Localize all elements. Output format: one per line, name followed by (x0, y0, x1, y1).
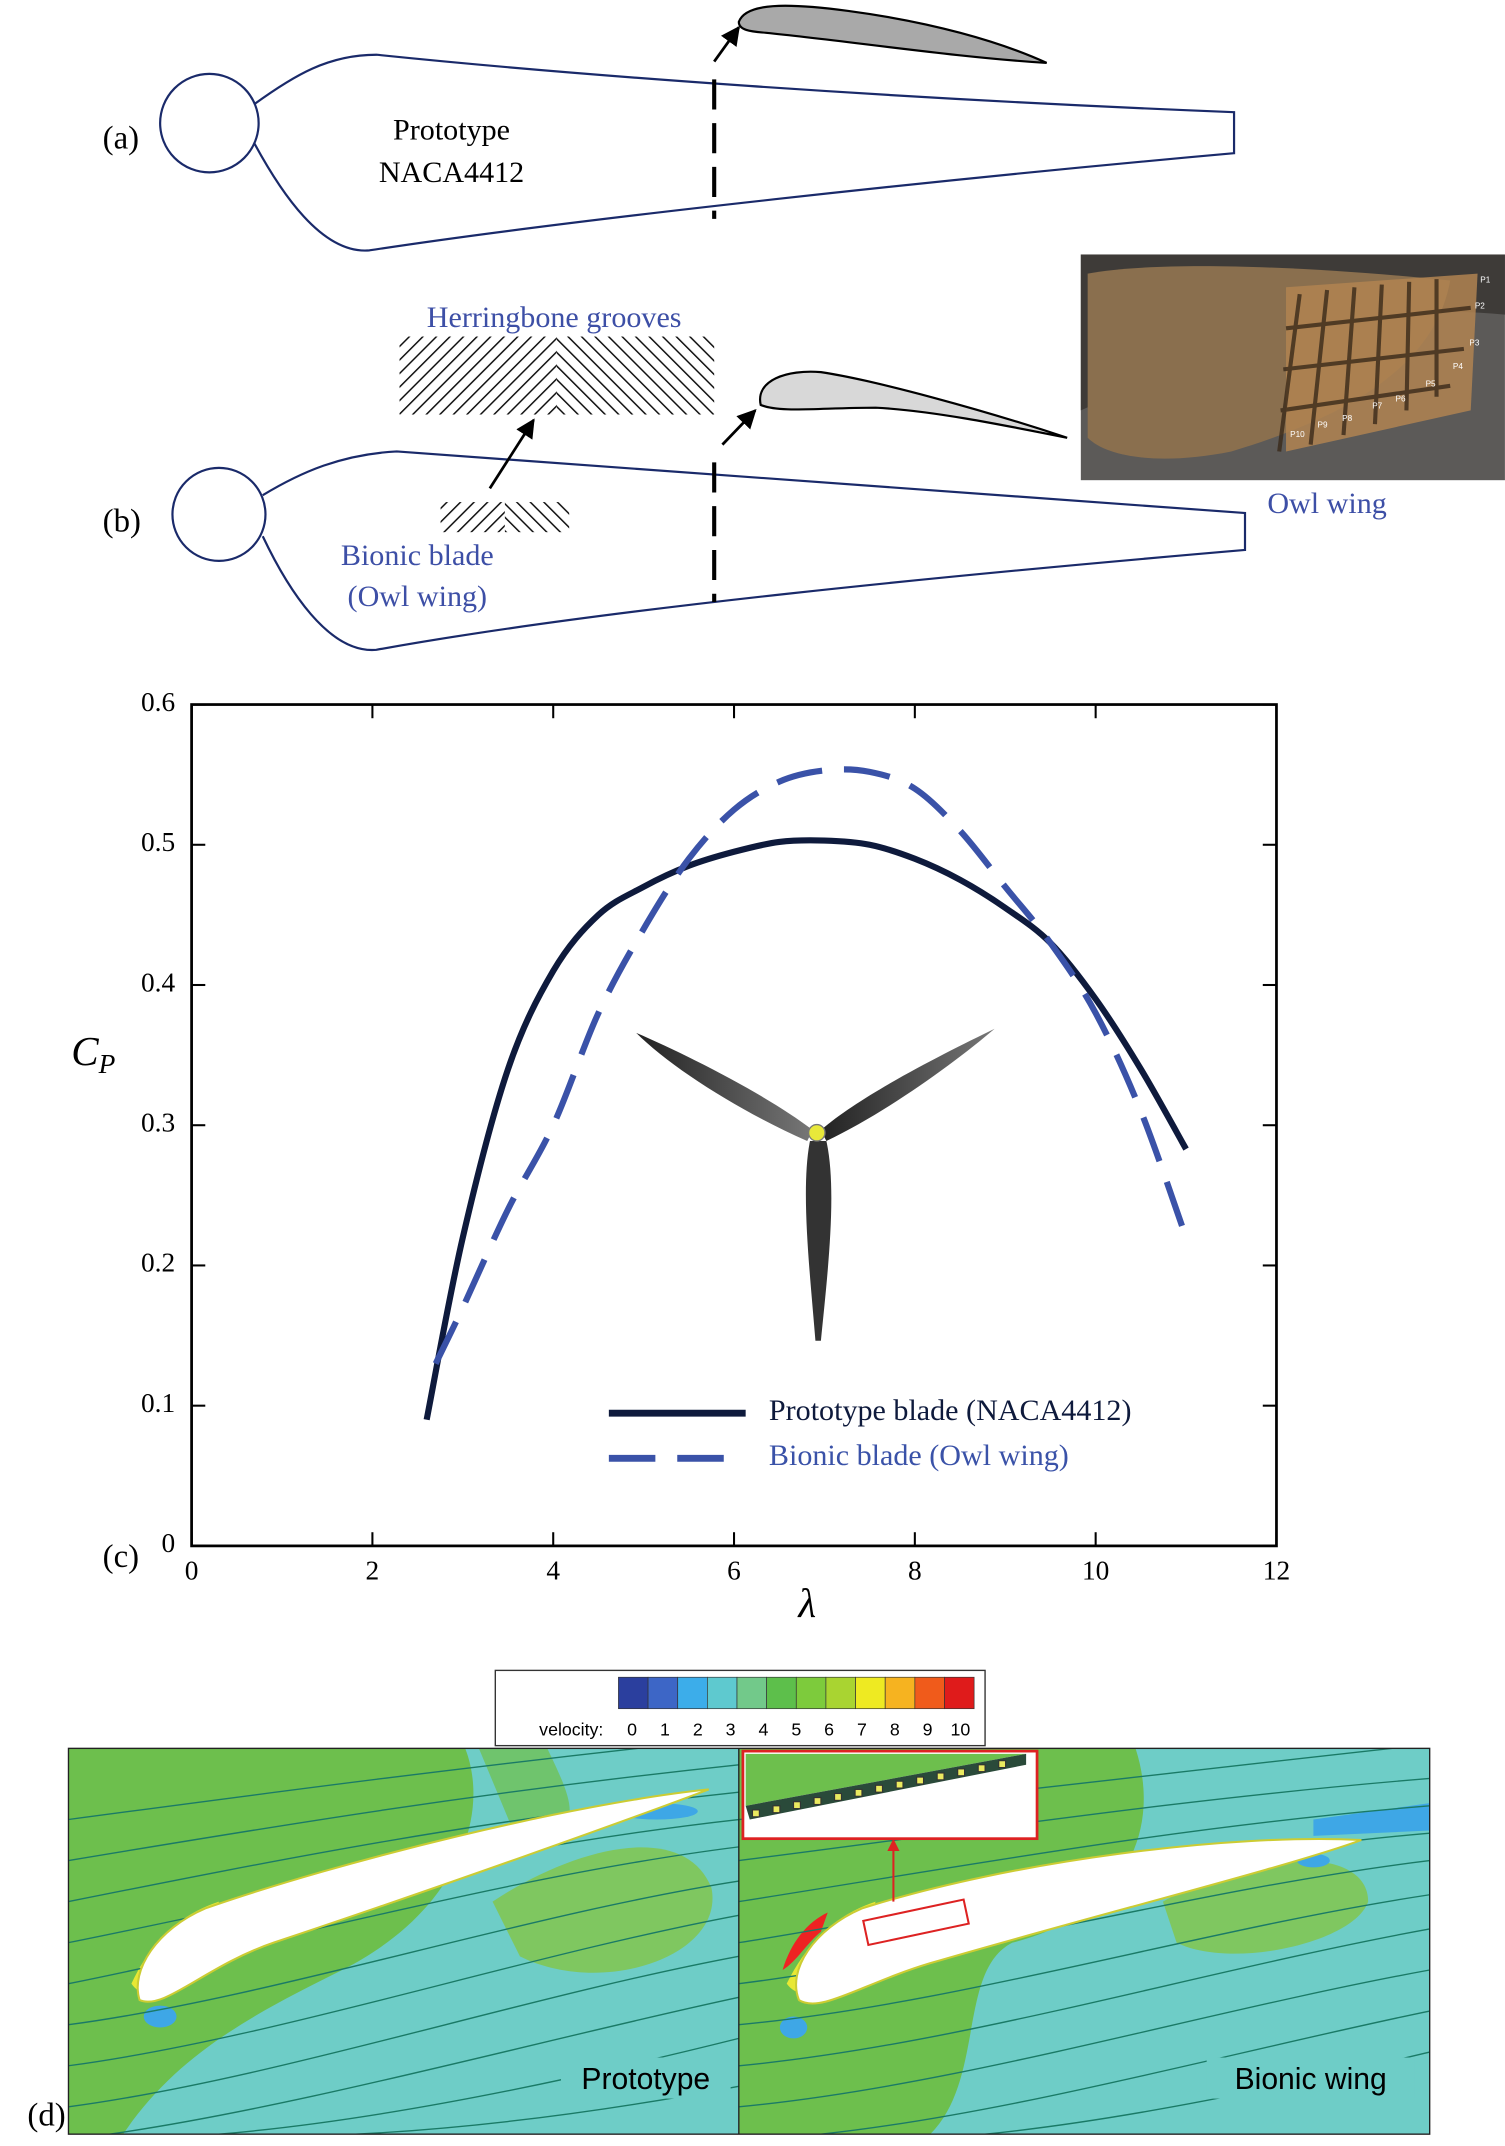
airfoil (759, 370, 1068, 439)
colorbar: 0 1 2 3 4 5 6 7 8 9 10 (618, 1676, 975, 1739)
colorbar-tick-label: 5 (791, 1719, 801, 1739)
colorbar-tick-label: 9 (923, 1719, 933, 1739)
colorbar-tick-label: 2 (693, 1719, 703, 1739)
y-tick-label: 0.6 (141, 687, 175, 717)
colorbar-cell (884, 1676, 916, 1710)
arrow (488, 418, 535, 490)
feather-label: P3 (1469, 339, 1479, 348)
y-tick-label: 0.1 (141, 1388, 175, 1418)
panel-c: (c) λ CP 0 2 4 6 8 10 12 0 0.1 0.2 0.3 0.4 0.5 0.6 Pro… (71, 687, 1290, 1626)
groove-detail (399, 336, 557, 415)
grooves-label: Herringbone grooves (427, 300, 682, 334)
blade-text: Prototype (393, 113, 510, 147)
x-axis-label: λ (797, 1580, 816, 1626)
flow-left: Prototype (68, 1748, 739, 2135)
owl-photo: P1 P2 P3 P4 P5 P6 P7 P8 P9 P10 (1080, 254, 1505, 481)
colorbar-cell (944, 1676, 975, 1710)
arrow (713, 25, 740, 63)
colorbar-cell (766, 1676, 797, 1710)
flow-label: Bionic wing (1235, 2063, 1387, 2096)
colorbar-cell (707, 1676, 738, 1710)
colorbar-cell (825, 1676, 856, 1710)
flow-right: Bionic wing (738, 1748, 1430, 2135)
y-axis-label-main: C (71, 1029, 99, 1075)
feather-label: P10 (1290, 430, 1305, 439)
colorbar-tick-label: 3 (726, 1719, 736, 1739)
panel-label: (c) (103, 1539, 139, 1575)
blade-text: NACA4412 (379, 155, 524, 189)
feather-label: P9 (1318, 421, 1328, 430)
colorbar-title: velocity: (539, 1719, 603, 1739)
legend-label: Prototype blade (NACA4412) (769, 1393, 1132, 1427)
colorbar-tick-label: 6 (824, 1719, 834, 1739)
panel-label: (b) (103, 503, 141, 539)
colorbar-cell (677, 1676, 708, 1710)
x-tick-label: 2 (366, 1556, 380, 1586)
groove-patch (504, 502, 570, 533)
colorbar-cell (647, 1676, 679, 1710)
groove-detail (556, 336, 715, 415)
panel-label: (a) (103, 120, 139, 156)
photo-label: Owl wing (1267, 486, 1386, 520)
series-line (432, 766, 1189, 1365)
colorbar-cell (914, 1676, 945, 1710)
y-axis-label-sub: P (98, 1049, 116, 1079)
colorbar-tick-label: 4 (758, 1719, 768, 1739)
legend-label: Bionic blade (Owl wing) (769, 1438, 1069, 1472)
colorbar-tick-label: 8 (890, 1719, 900, 1739)
panel-a: (a) Prototype NACA4412 (103, 4, 1236, 252)
x-tick-label: 12 (1263, 1556, 1290, 1586)
airfoil (737, 4, 1048, 65)
groove-patch (440, 502, 505, 533)
feather-label: P4 (1453, 362, 1463, 371)
flow-label: Prototype (581, 2063, 710, 2096)
colorbar-tick-label: 0 (627, 1719, 637, 1739)
colorbar-tick-label: 1 (660, 1719, 670, 1739)
blade-text: (Owl wing) (348, 579, 488, 613)
colorbar-cell (855, 1676, 886, 1710)
feather-label: P5 (1426, 380, 1436, 389)
blade-outline (253, 53, 1236, 252)
colorbar-tick-label: 7 (857, 1719, 867, 1739)
x-tick-label: 8 (908, 1556, 922, 1586)
panel-label: (d) (27, 2097, 65, 2133)
series-layer (423, 766, 1189, 1421)
colorbar-cell (618, 1676, 649, 1710)
x-tick-label: 6 (727, 1556, 741, 1586)
feather-label: P8 (1342, 414, 1352, 423)
colorbar-cell (736, 1676, 767, 1710)
panel-b: (b) Herringbone grooves Bionic blade (Ow… (103, 254, 1505, 651)
y-tick-label: 0.2 (141, 1248, 175, 1278)
blade-outline (261, 450, 1247, 651)
x-tick-label: 10 (1082, 1556, 1109, 1586)
y-tick-label: 0.4 (141, 967, 176, 997)
feather-label: P2 (1475, 302, 1485, 311)
feather-label: P7 (1372, 401, 1382, 410)
hub (159, 72, 260, 174)
y-axis-label: CP (71, 1029, 115, 1080)
panel-d: (d) velocity: 0 1 2 3 4 5 6 7 8 9 10 Prototype (27, 1669, 1431, 2135)
colorbar-cell (795, 1676, 827, 1710)
blade-text: Bionic blade (341, 538, 494, 572)
turbine-image (636, 1028, 995, 1341)
hub (171, 466, 267, 562)
x-tick-label: 4 (546, 1556, 560, 1586)
feather-label: P6 (1395, 395, 1405, 404)
x-tick-label: 0 (185, 1556, 199, 1586)
y-tick-label: 0 (161, 1528, 175, 1558)
colorbar-tick-label: 10 (951, 1719, 971, 1739)
y-tick-label: 0.3 (141, 1108, 175, 1138)
feather-label: P1 (1480, 276, 1490, 285)
arrow (721, 409, 757, 446)
y-tick-label: 0.5 (141, 827, 175, 857)
